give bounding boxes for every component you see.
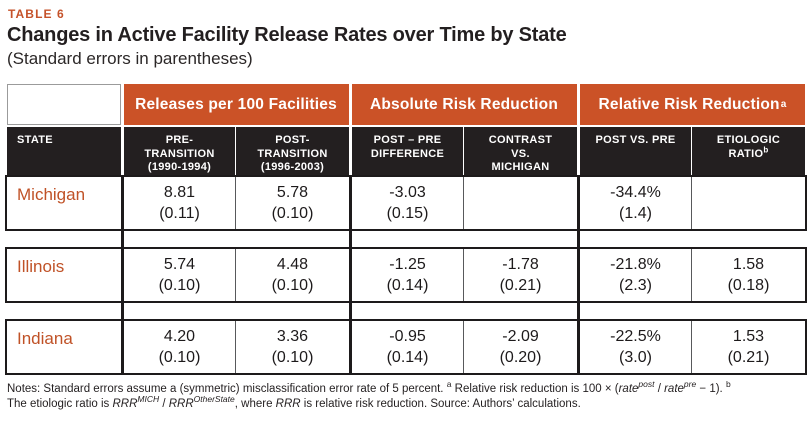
- table-number-label: TABLE 6: [8, 7, 65, 21]
- divider-line: [121, 231, 124, 247]
- column-header-pre-transition: PRE- TRANSITION (1990-1994): [121, 127, 235, 175]
- group-header-label: Relative Risk Reduction: [598, 95, 780, 113]
- footnote-marker-b: b: [763, 144, 769, 154]
- cell-post-transition: 5.78 (0.10): [235, 177, 349, 229]
- group-header-releases: Releases per 100 Facilities: [121, 84, 349, 125]
- column-header-state: STATE: [7, 127, 121, 175]
- group-header-label: Releases per 100 Facilities: [135, 95, 337, 113]
- cell-contrast-vs-michigan: -2.09 (0.20): [463, 321, 577, 373]
- divider-line: [577, 303, 580, 319]
- cell-pre-transition: 5.74 (0.10): [121, 249, 235, 301]
- divider-line: [577, 231, 580, 247]
- group-header-label: Absolute Risk Reduction: [369, 95, 559, 113]
- cell-post-vs-pre: -22.5% (3.0): [577, 321, 691, 373]
- notes-line-1: Notes: Standard errors assume a (symmetr…: [7, 379, 731, 395]
- cell-post-pre-difference: -0.95 (0.14): [349, 321, 463, 373]
- cell-post-vs-pre: -21.8% (2.3): [577, 249, 691, 301]
- state-name: Michigan: [17, 185, 86, 204]
- row-separator: [7, 231, 805, 247]
- state-name: Illinois: [17, 257, 65, 276]
- page: TABLE 6 Changes in Active Facility Relea…: [5, 7, 807, 412]
- cell-etiologic-ratio: 1.53 (0.21): [691, 321, 805, 373]
- cell-etiologic-ratio: [691, 177, 805, 229]
- group-header-row: Releases per 100 Facilities Absolute Ris…: [7, 84, 805, 125]
- cell-etiologic-ratio: 1.58 (0.18): [691, 249, 805, 301]
- row-separator: [7, 303, 805, 319]
- divider-line: [349, 303, 352, 319]
- column-header-post-vs-pre: POST VS. PRE: [577, 127, 691, 175]
- group-header-absolute-risk: Absolute Risk Reduction: [349, 84, 577, 125]
- column-header-post-transition: POST- TRANSITION (1996-2003): [235, 127, 349, 175]
- divider-line: [121, 303, 124, 319]
- footnote-marker-b: b: [725, 379, 731, 390]
- divider-line: [349, 231, 352, 247]
- cell-post-transition: 4.48 (0.10): [235, 249, 349, 301]
- cell-pre-transition: 4.20 (0.10): [121, 321, 235, 373]
- cell-post-transition: 3.36 (0.10): [235, 321, 349, 373]
- table-subtitle: (Standard errors in parentheses): [7, 49, 253, 68]
- group-header-relative-risk: Relative Risk Reduction a: [577, 84, 805, 125]
- table-row-michigan: Michigan 8.81 (0.11) 5.78 (0.10) -3.03 (0.1…: [5, 175, 807, 231]
- column-header-etiologic-ratio: ETIOLOGIC RATIOb: [691, 127, 805, 175]
- data-table: Releases per 100 Facilities Absolute Ris…: [5, 84, 807, 375]
- group-header-blank-cell: [7, 84, 121, 125]
- cell-post-pre-difference: -3.03 (0.15): [349, 177, 463, 229]
- table-row-indiana: Indiana 4.20 (0.10) 3.36 (0.10) -0.95 (0.14…: [5, 319, 807, 375]
- cell-post-pre-difference: -1.25 (0.14): [349, 249, 463, 301]
- column-header-row: STATE PRE- TRANSITION (1990-1994) POST- …: [7, 127, 805, 175]
- column-header-post-pre-difference: POST – PRE DIFFERENCE: [349, 127, 463, 175]
- footnote-marker-a: a: [446, 379, 452, 390]
- cell-contrast-vs-michigan: [463, 177, 577, 229]
- cell-pre-transition: 8.81 (0.11): [121, 177, 235, 229]
- cell-contrast-vs-michigan: -1.78 (0.21): [463, 249, 577, 301]
- state-name: Indiana: [17, 329, 73, 348]
- notes-line-2: The etiologic ratio is RRRMICH / RRROthe…: [7, 394, 581, 410]
- table-row-illinois: Illinois 5.74 (0.10) 4.48 (0.10) -1.25 (0.1…: [5, 247, 807, 303]
- column-header-contrast-vs-michigan: CONTRAST VS. MICHIGAN: [463, 127, 577, 175]
- table-title: Changes in Active Facility Release Rates…: [7, 24, 567, 46]
- cell-post-vs-pre: -34.4% (1.4): [577, 177, 691, 229]
- table-notes: Notes: Standard errors assume a (symmetr…: [7, 379, 802, 412]
